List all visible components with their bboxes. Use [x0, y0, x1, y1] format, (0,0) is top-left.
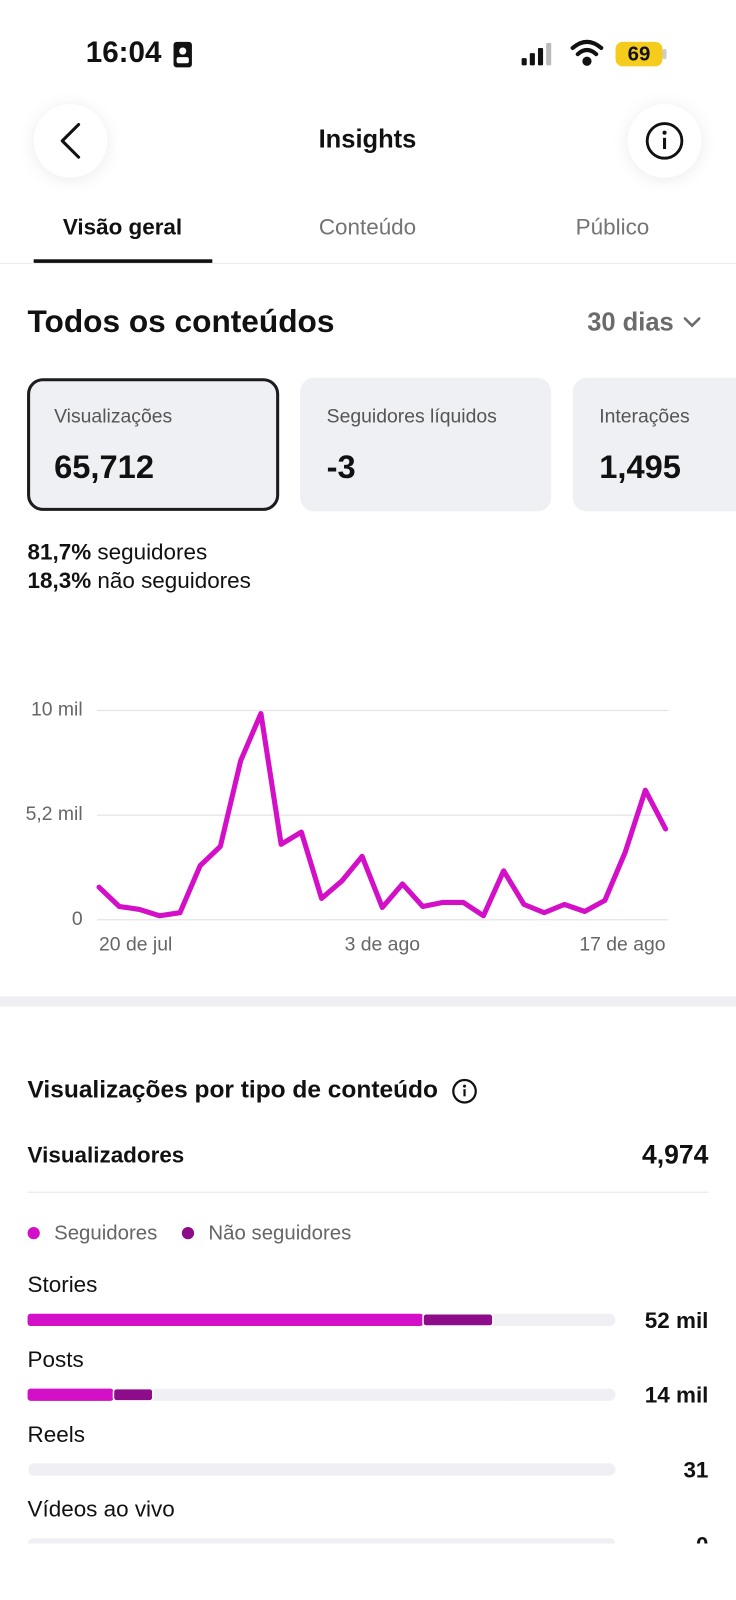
category-label: Stories — [28, 1272, 98, 1297]
section-title: Todos os conteúdos — [28, 303, 335, 339]
info-button[interactable] — [627, 104, 702, 178]
x-tick-label: 3 de ago — [345, 933, 420, 955]
line-chart: 0 5,2 mil 10 mil 20 de jul 3 de ago 17 de ago — [26, 699, 669, 955]
bar-segment — [27, 1313, 424, 1327]
period-selector[interactable]: 30 dias — [587, 308, 673, 336]
back-button[interactable] — [33, 104, 108, 178]
info-icon[interactable] — [452, 1078, 477, 1104]
section-title: Visualizações por tipo de conteúdo — [28, 1077, 438, 1104]
y-tick-label: 10 mil — [31, 699, 83, 721]
y-tick-label: 0 — [72, 908, 83, 930]
card-value: 1,495 — [599, 448, 681, 485]
card-label: Seguidores líquidos — [327, 406, 497, 428]
metric-card[interactable]: Seguidores líquidos -3 — [300, 377, 552, 512]
section-separator — [0, 996, 736, 1007]
bar-track — [27, 1463, 616, 1476]
card-value: -3 — [327, 448, 356, 485]
value-label: 0 — [696, 1532, 708, 1557]
split-label: não seguidores — [97, 568, 250, 593]
card-label: Interações — [599, 406, 689, 428]
status-time: 16:04 — [86, 36, 162, 69]
bar-chart: Seguidores Não seguidores Stories 52 mil Pos… — [27, 1223, 709, 1557]
battery — [615, 41, 663, 67]
value-label: 31 — [683, 1458, 708, 1483]
split-percent: 18,3% — [28, 568, 92, 593]
split-row: 81,7% seguidores — [28, 539, 208, 564]
bar-segment — [27, 1388, 114, 1401]
legend-label: Seguidores — [54, 1223, 157, 1245]
bar-track — [27, 1388, 616, 1401]
y-tick-label: 5,2 mil — [26, 803, 83, 825]
x-tick-label: 20 de jul — [99, 933, 172, 955]
split-label: seguidores — [97, 539, 207, 564]
bar-segment — [112, 1387, 154, 1402]
tab[interactable]: Público — [576, 215, 650, 240]
line-series — [96, 710, 669, 919]
metric-card[interactable]: Visualizações 65,712 — [27, 378, 280, 511]
page-title: Insights — [319, 126, 417, 154]
split-percent: 81,7% — [28, 539, 92, 564]
value-label: 52 mil — [645, 1308, 709, 1333]
legend-dot — [27, 1227, 40, 1240]
battery-level: 69 — [628, 44, 651, 66]
battery-cap — [662, 48, 667, 60]
tab-indicator — [33, 259, 213, 264]
legend-dot — [181, 1227, 195, 1240]
x-tick-label: 17 de ago — [579, 933, 665, 955]
value-label: 14 mil — [645, 1383, 709, 1408]
signal-icon — [521, 42, 552, 66]
legend-label: Não seguidores — [208, 1223, 351, 1245]
metric-card[interactable]: Interações 1,495 — [572, 377, 736, 512]
category-label: Reels — [28, 1422, 85, 1447]
status-id-icon — [173, 41, 192, 68]
tab[interactable]: Visão geral — [63, 215, 182, 240]
card-value: 65,712 — [54, 448, 154, 485]
chevron-icon — [683, 317, 701, 328]
category-label: Posts — [28, 1347, 84, 1372]
viewers-label: Visualizadores — [28, 1143, 185, 1168]
wifi-icon — [570, 39, 604, 66]
category-label: Vídeos ao vivo — [28, 1497, 175, 1522]
tab[interactable]: Conteúdo — [319, 215, 416, 240]
viewers-value: 4,974 — [642, 1140, 709, 1170]
bar-track — [27, 1538, 616, 1544]
split-row: 18,3% não seguidores — [28, 568, 251, 593]
card-label: Visualizações — [54, 406, 172, 428]
bar-segment — [422, 1313, 494, 1327]
